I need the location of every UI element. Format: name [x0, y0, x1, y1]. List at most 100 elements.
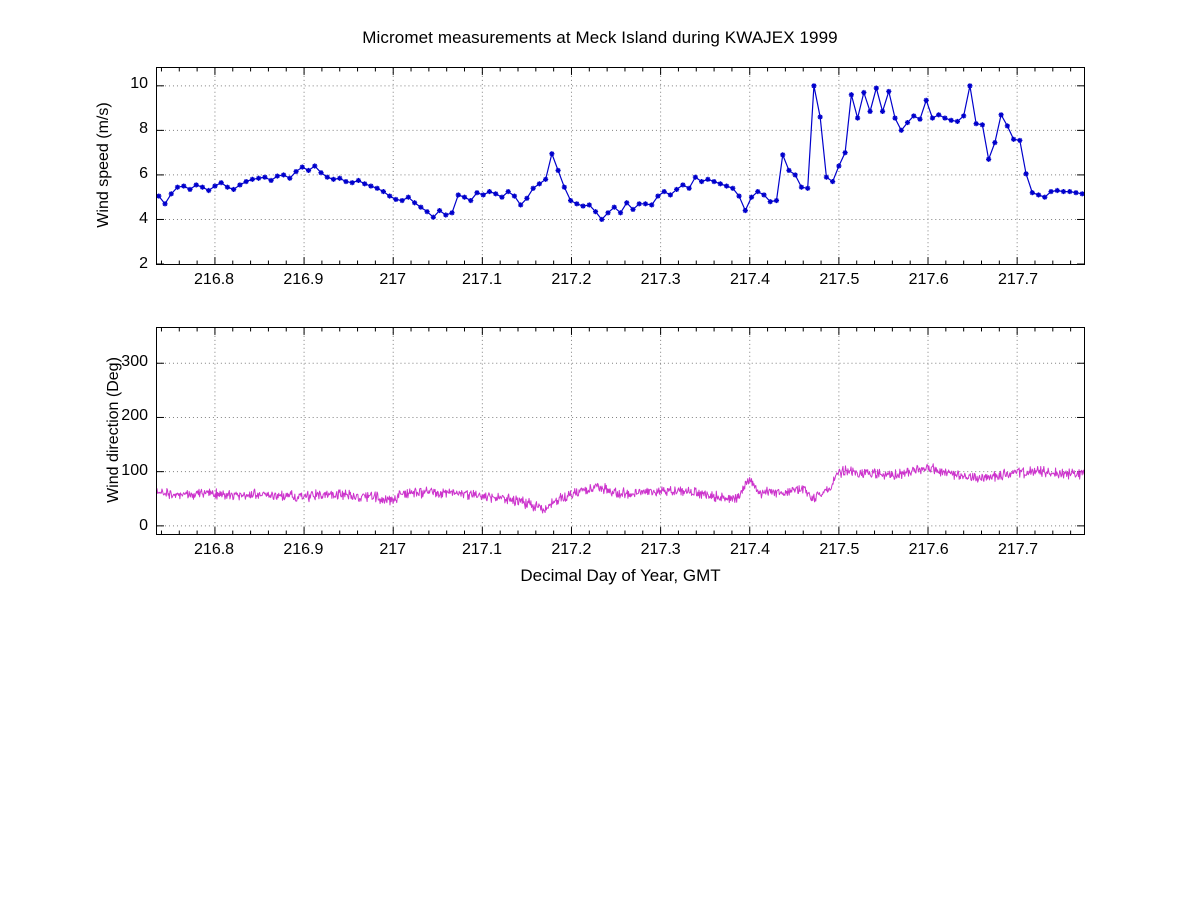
wind-speed-line — [158, 85, 1083, 221]
data-point-marker — [580, 203, 586, 209]
data-point-marker — [1017, 137, 1023, 143]
data-point-marker — [349, 180, 355, 186]
x-axis-label: Decimal Day of Year, GMT — [520, 566, 721, 585]
wind-direction-x-tick-label: 216.9 — [283, 541, 324, 558]
data-point-marker — [674, 186, 680, 192]
data-point-marker — [305, 167, 312, 174]
wind-direction-x-tick-label: 217.7 — [997, 541, 1039, 558]
data-point-marker — [157, 193, 162, 199]
data-point-marker — [187, 186, 193, 192]
data-point-marker — [337, 175, 343, 181]
data-point-marker — [518, 202, 524, 208]
data-point-marker — [312, 163, 318, 169]
data-point-marker — [243, 179, 249, 185]
data-point-marker — [436, 207, 443, 214]
wind-speed-x-tick-label: 216.8 — [194, 271, 235, 288]
data-point-marker — [605, 210, 611, 216]
data-point-marker — [630, 206, 636, 213]
data-point-marker — [505, 189, 511, 195]
data-point-marker — [549, 151, 555, 157]
data-point-marker — [611, 204, 617, 210]
data-point-marker — [948, 117, 954, 123]
data-point-marker — [412, 200, 418, 206]
wind-speed-x-tick-label: 217.5 — [819, 271, 860, 288]
data-point-marker — [879, 108, 886, 115]
wind-speed-markers — [157, 83, 1084, 223]
data-point-marker — [374, 185, 380, 191]
wind-speed-x-tick-label: 217.4 — [729, 271, 771, 288]
data-point-marker — [886, 88, 892, 94]
data-point-marker — [805, 185, 811, 191]
data-point-marker — [998, 112, 1004, 118]
data-point-marker — [387, 193, 393, 199]
data-point-marker — [836, 163, 842, 169]
data-point-marker — [574, 201, 580, 207]
data-point-marker — [686, 185, 692, 191]
data-point-marker — [661, 189, 667, 195]
wind-direction-plot-area — [157, 328, 1084, 534]
wind-direction-y-tick-label: 0 — [139, 516, 148, 534]
wind-speed-x-tick-label: 217.2 — [551, 271, 592, 288]
data-point-marker — [761, 192, 767, 198]
wind-speed-y-tick-label: 10 — [130, 75, 148, 92]
data-point-marker — [892, 115, 898, 121]
data-point-marker — [667, 192, 674, 198]
wind-direction-y-tick-label: 300 — [121, 352, 148, 370]
data-point-marker — [992, 140, 998, 146]
data-point-marker — [1067, 189, 1073, 195]
data-point-marker — [842, 150, 848, 156]
data-point-marker — [942, 115, 948, 121]
wind-speed-x-tick-label: 217.6 — [908, 271, 949, 288]
data-point-marker — [162, 201, 168, 207]
wind-speed-y-tick-label: 4 — [139, 210, 148, 227]
data-point-marker — [848, 92, 854, 98]
wind-direction-y-tick-label: 100 — [121, 462, 148, 480]
data-point-marker — [773, 197, 780, 204]
data-point-marker — [1029, 190, 1035, 196]
data-point-marker — [299, 164, 305, 170]
data-point-marker — [330, 176, 337, 182]
data-point-marker — [723, 183, 730, 189]
data-point-marker — [979, 122, 985, 128]
wind-direction-y-tick-label: 200 — [121, 407, 148, 425]
data-point-marker — [599, 216, 605, 223]
wind-direction-x-tick-label: 217.4 — [729, 541, 771, 558]
wind-direction-x-tick-label: 217.3 — [640, 541, 681, 558]
data-point-marker — [324, 174, 330, 180]
data-point-marker — [355, 177, 362, 184]
data-point-marker — [742, 207, 748, 214]
data-point-marker — [486, 189, 493, 195]
data-point-marker — [287, 175, 293, 181]
data-point-marker — [929, 115, 936, 121]
wind-speed-x-tick-label: 217.7 — [997, 271, 1039, 288]
data-point-marker — [1060, 189, 1067, 195]
data-point-marker — [861, 89, 867, 96]
data-point-marker — [274, 173, 280, 179]
data-point-marker — [418, 204, 424, 210]
data-point-marker — [699, 179, 705, 185]
data-point-marker — [655, 193, 661, 199]
data-point-marker — [911, 113, 917, 119]
data-point-marker — [499, 194, 505, 200]
data-point-marker — [954, 118, 961, 125]
data-point-marker — [767, 199, 773, 205]
data-point-marker — [1054, 187, 1060, 194]
wind-speed-y-tick-label: 2 — [139, 255, 148, 272]
data-point-marker — [530, 185, 536, 191]
data-point-marker — [967, 83, 973, 89]
data-point-marker — [362, 181, 368, 187]
figure-title: Micromet measurements at Meck Island dur… — [362, 28, 838, 47]
data-point-marker — [823, 174, 829, 180]
data-point-marker — [636, 201, 642, 207]
data-point-marker — [368, 183, 374, 189]
data-point-marker — [711, 179, 717, 185]
data-point-marker — [1048, 189, 1054, 195]
data-point-marker — [786, 167, 792, 174]
data-point-marker — [343, 179, 349, 185]
data-point-marker — [524, 195, 530, 201]
data-point-marker — [199, 184, 206, 190]
wind-speed-y-tick-label: 8 — [139, 120, 148, 137]
data-point-marker — [680, 182, 686, 188]
data-point-marker — [430, 214, 436, 220]
data-point-marker — [923, 97, 929, 103]
